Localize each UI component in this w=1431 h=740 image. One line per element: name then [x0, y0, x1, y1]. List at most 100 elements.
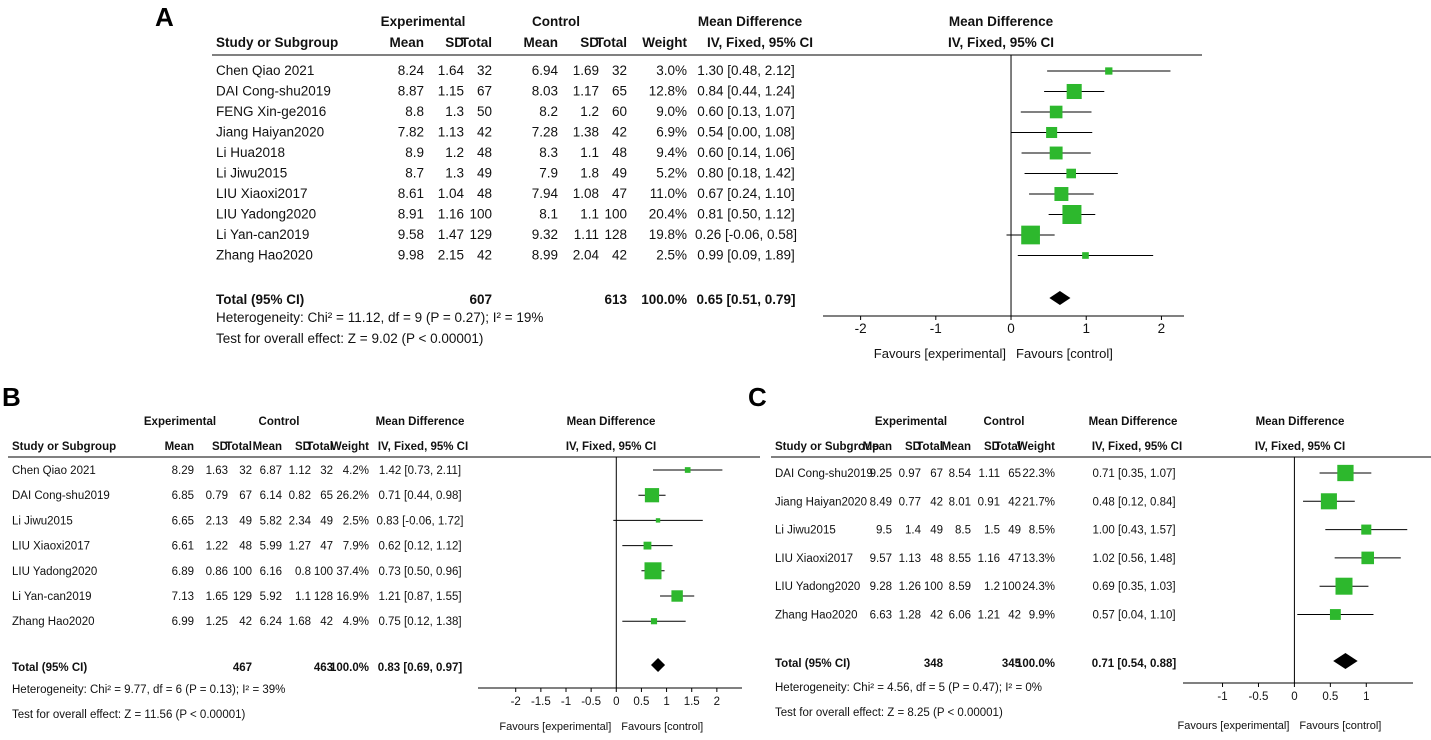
ctrl-total: 42: [1008, 610, 1021, 622]
exp-mean: 9.57: [870, 553, 892, 565]
total-weight: 100.0%: [641, 292, 687, 307]
exp-total: 49: [239, 515, 252, 527]
exp-mean: 6.99: [172, 616, 194, 628]
study-ci-text: 0.57 [0.04, 1.10]: [1092, 610, 1175, 622]
exp-sd: 1.13: [438, 125, 464, 140]
study-ci-text: 0.84 [0.44, 1.24]: [697, 84, 795, 99]
ctrl-total: 42: [612, 125, 627, 140]
exp-total: 50: [477, 104, 492, 119]
control-header: Control: [259, 416, 300, 428]
exp-total: 32: [239, 465, 252, 477]
study-ci-text: 1.30 [0.48, 2.12]: [697, 63, 795, 78]
exp-mean: 7.13: [172, 591, 194, 603]
x-tick-label: 2: [1158, 321, 1166, 336]
study-square: [1021, 225, 1040, 245]
study-weight: 26.2%: [336, 490, 369, 502]
study-name: Li Hua2018: [216, 145, 285, 160]
study-name: LIU Xiaoxi2017: [775, 553, 853, 565]
study-square: [671, 590, 683, 602]
exp-mean: 9.98: [398, 248, 424, 263]
column-header: Weight: [642, 35, 687, 50]
exp-sd: 1.04: [438, 186, 465, 201]
total-label: Total (95% CI): [216, 292, 304, 307]
study-ci-text: 0.54 [0.00, 1.08]: [697, 125, 795, 140]
exp-total: 100: [924, 581, 943, 593]
ctrl-mean: 7.9: [539, 166, 558, 181]
overall-effect: Test for overall effect: Z = 9.02 (P < 0…: [216, 331, 483, 346]
study-ci-text: 0.60 [0.13, 1.07]: [697, 104, 795, 119]
ctrl-mean: 5.82: [260, 515, 282, 527]
exp-sd: 2.15: [438, 248, 464, 263]
exp-sd: 0.86: [206, 566, 228, 578]
study-square: [1062, 205, 1082, 224]
total-exp: 607: [469, 292, 492, 307]
ctrl-sd: 1.68: [289, 616, 311, 628]
ctrl-total: 49: [612, 166, 627, 181]
overall-effect: Test for overall effect: Z = 11.56 (P < …: [12, 709, 246, 721]
ctrl-mean: 8.03: [532, 84, 558, 99]
column-header: IV, Fixed, 95% CI: [1092, 441, 1182, 453]
exp-mean: 9.28: [870, 581, 892, 593]
study-weight: 9.0%: [656, 104, 687, 119]
ctrl-sd: 1.2: [580, 104, 599, 119]
study-ci-text: 0.60 [0.14, 1.06]: [697, 145, 795, 160]
study-ci-text: 0.26 [-0.06, 0.58]: [695, 227, 797, 242]
ctrl-sd: 1.2: [984, 581, 1000, 593]
study-name: FENG Xin-ge2016: [216, 104, 326, 119]
study-weight: 20.4%: [649, 207, 687, 222]
study-ci-text: 0.48 [0.12, 0.84]: [1092, 496, 1175, 508]
column-header: SD: [580, 35, 599, 50]
heterogeneity: Heterogeneity: Chi² = 9.77, df = 6 (P = …: [12, 684, 285, 696]
plot-title: Mean Difference: [949, 14, 1054, 29]
study-square: [1054, 187, 1069, 201]
column-header: Mean: [523, 35, 558, 50]
total-label: Total (95% CI): [12, 662, 87, 674]
study-square: [1361, 524, 1372, 535]
ctrl-sd: 1.5: [984, 525, 1000, 537]
study-square: [643, 541, 652, 550]
study-name: LIU Xiaoxi2017: [216, 186, 308, 201]
ctrl-mean: 8.01: [949, 496, 971, 508]
study-square: [1337, 464, 1354, 482]
study-ci-text: 0.71 [0.35, 1.07]: [1092, 468, 1175, 480]
total-weight: 100.0%: [1016, 658, 1055, 670]
ctrl-total: 100: [604, 207, 627, 222]
x-tick-label: -2: [511, 696, 521, 708]
exp-mean: 9.5: [876, 525, 892, 537]
study-ci-text: 1.00 [0.43, 1.57]: [1092, 525, 1175, 537]
study-square: [1320, 493, 1337, 510]
ctrl-total: 47: [1008, 553, 1021, 565]
study-weight: 16.9%: [336, 591, 369, 603]
pooled-diamond: [650, 658, 666, 672]
column-header: SD: [445, 35, 464, 50]
study-weight: 19.8%: [649, 227, 687, 242]
x-tick-label: 0.5: [633, 696, 649, 708]
study-square: [1046, 126, 1058, 139]
ctrl-mean: 8.55: [949, 553, 971, 565]
column-header: Study or Subgroup: [216, 35, 338, 50]
column-header: Weight: [1017, 441, 1055, 453]
study-square: [1049, 105, 1063, 119]
study-name: Zhang Hao2020: [775, 610, 857, 622]
study-name: DAI Cong-shu2019: [216, 84, 331, 99]
ctrl-mean: 6.16: [260, 566, 282, 578]
exp-total: 100: [469, 207, 492, 222]
study-square: [1361, 551, 1375, 565]
ctrl-sd: 1.21: [978, 610, 1000, 622]
favours-experimental: Favours [experimental]: [1178, 720, 1290, 732]
ctrl-sd: 1.1: [580, 207, 599, 222]
study-weight: 6.9%: [656, 125, 687, 140]
study-ci-text: 0.83 [-0.06, 1.72]: [377, 515, 464, 527]
total-ctrl: 613: [604, 292, 627, 307]
total-exp: 348: [924, 658, 944, 670]
exp-sd: 0.97: [899, 468, 921, 480]
plot-subtitle: IV, Fixed, 95% CI: [948, 35, 1054, 50]
study-weight: 4.9%: [343, 616, 369, 628]
ctrl-total: 65: [1008, 468, 1021, 480]
study-name: Li Yan-can2019: [12, 591, 92, 603]
ctrl-total: 100: [1002, 581, 1021, 593]
ctrl-sd: 0.8: [295, 566, 311, 578]
study-weight: 11.0%: [650, 186, 687, 201]
favours-control: Favours [control]: [621, 721, 703, 733]
